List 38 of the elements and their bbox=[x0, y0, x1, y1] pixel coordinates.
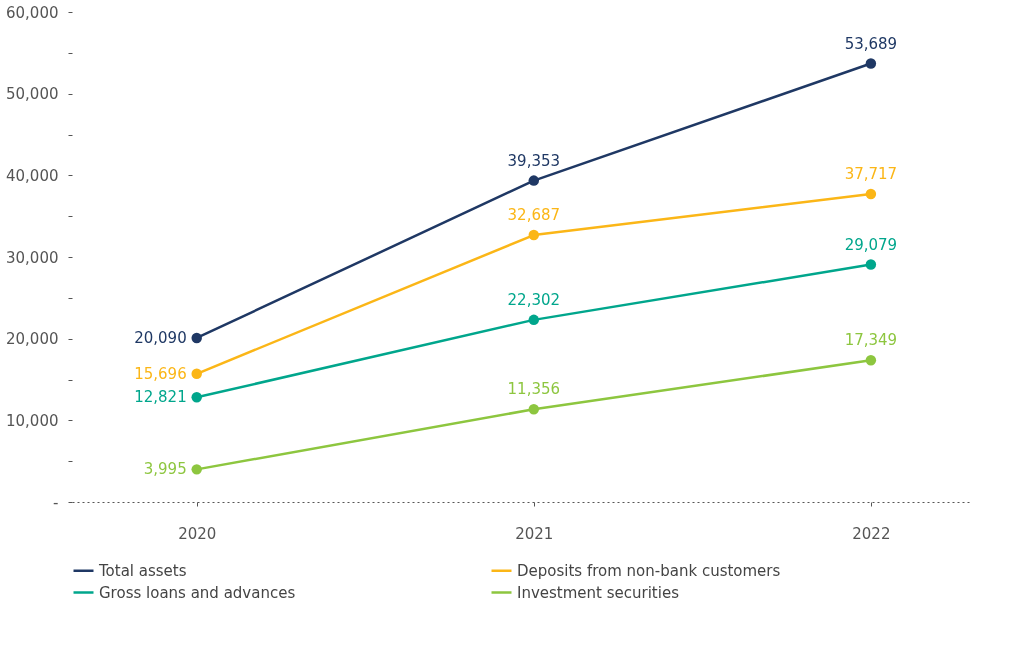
point bbox=[528, 175, 540, 186]
x-tick-label: 2022 bbox=[852, 524, 891, 543]
y-tick-label: - bbox=[53, 493, 59, 512]
data-label: 32,687 bbox=[507, 206, 561, 225]
data-label: 17,349 bbox=[844, 331, 898, 350]
y-tick-label: 20,000 bbox=[6, 330, 59, 349]
point bbox=[865, 188, 877, 200]
data-label: 37,717 bbox=[844, 164, 898, 183]
legend-label: Total assets bbox=[98, 561, 187, 580]
point bbox=[191, 368, 202, 380]
legend-label: Gross loans and advances bbox=[99, 583, 296, 602]
point bbox=[865, 355, 877, 366]
legend-label: Deposits from non-bank customers bbox=[517, 561, 781, 580]
x-tick-label: 2020 bbox=[178, 524, 217, 543]
y-tick-label: 40,000 bbox=[6, 166, 59, 185]
data-label: 3,995 bbox=[143, 460, 187, 479]
data-label: 20,090 bbox=[134, 328, 187, 347]
data-label: 15,696 bbox=[134, 364, 187, 383]
point bbox=[528, 229, 540, 241]
y-tick-label: 60,000 bbox=[6, 3, 59, 22]
legend-label: Investment securities bbox=[517, 583, 680, 602]
data-label: 39,353 bbox=[507, 151, 561, 170]
y-tick-label: 10,000 bbox=[6, 411, 59, 430]
point bbox=[191, 392, 202, 403]
point bbox=[191, 332, 202, 344]
point bbox=[191, 464, 202, 475]
point bbox=[865, 259, 877, 270]
data-label: 53,689 bbox=[844, 34, 898, 53]
data-label: 22,302 bbox=[507, 290, 561, 309]
data-label: 29,079 bbox=[844, 235, 898, 254]
point bbox=[528, 404, 540, 415]
data-label: 12,821 bbox=[134, 388, 187, 407]
point bbox=[865, 58, 877, 69]
y-tick-label: 30,000 bbox=[6, 248, 59, 267]
y-tick-label: 50,000 bbox=[6, 85, 59, 104]
x-tick-label: 2021 bbox=[515, 524, 554, 543]
data-label: 11,356 bbox=[507, 380, 561, 399]
point bbox=[528, 314, 540, 326]
